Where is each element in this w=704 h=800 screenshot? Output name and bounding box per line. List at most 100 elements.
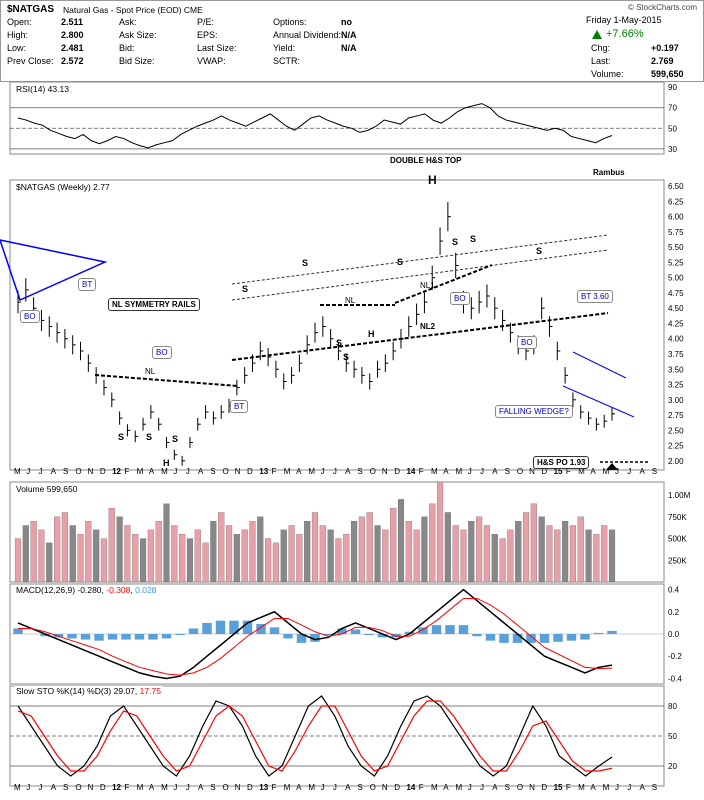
x-tick-label: 13 — [259, 467, 268, 476]
x-tick-label: 15 — [554, 783, 563, 792]
volume-bar — [601, 525, 608, 583]
macd-histogram-bar — [53, 634, 64, 638]
x-tick-label: D — [100, 467, 106, 476]
macd-histogram-bar — [553, 634, 563, 642]
y-tick-label: 500K — [668, 535, 687, 544]
y-tick-label: 2.25 — [668, 442, 684, 451]
y-tick-label: 3.25 — [668, 381, 684, 390]
x-tick-label: A — [639, 783, 645, 792]
hs-letter: S — [146, 432, 152, 442]
x-tick-label: D — [394, 467, 400, 476]
field-label: Bid Size: — [119, 56, 155, 66]
volume-bar — [296, 534, 303, 583]
x-tick-label: J — [173, 783, 177, 792]
annotation-bo-1: BO — [20, 310, 40, 323]
x-tick-label: M — [431, 783, 438, 792]
y-tick-label: 20 — [668, 762, 677, 771]
field-value: +0.197 — [651, 43, 679, 53]
x-tick-label: J — [627, 783, 631, 792]
y-tick-label: 6.00 — [668, 213, 684, 222]
annotation-nl-mid: NL — [345, 296, 356, 305]
volume-bar — [554, 529, 561, 583]
annotation-falling-wedge: FALLING WEDGE? — [495, 405, 573, 418]
wedge-upper — [572, 351, 627, 379]
x-tick-label: S — [505, 467, 510, 476]
volume-bar — [163, 503, 170, 583]
y-tick-label: 2.50 — [668, 426, 684, 435]
x-tick-label: S — [505, 783, 510, 792]
macd-histogram-bar — [566, 634, 577, 641]
rsi-line — [17, 103, 613, 149]
volume-bar — [280, 529, 287, 583]
volume-bar — [476, 516, 483, 583]
macd-histogram-bar — [337, 628, 347, 634]
macd-histogram-bar — [485, 634, 496, 641]
field-label: Low: — [7, 43, 27, 53]
x-tick-label: D — [394, 783, 400, 792]
field-value: 2.572 — [61, 56, 84, 66]
macd-histogram-bar — [202, 622, 212, 634]
volume-bar — [499, 538, 506, 583]
volume-bar — [147, 529, 154, 583]
y-tick-label: 250K — [668, 556, 687, 565]
x-tick-label: O — [370, 467, 376, 476]
volume-bar — [311, 512, 319, 583]
x-tick-label: F — [272, 783, 277, 792]
x-tick-label: A — [51, 467, 57, 476]
field-label: P/E: — [197, 17, 215, 27]
macd-histogram-bar — [175, 634, 185, 636]
x-tick-label: F — [124, 783, 129, 792]
target-arrow-icon — [606, 463, 618, 470]
volume-bar — [233, 534, 240, 583]
y-tick-label: 3.75 — [668, 350, 684, 359]
x-tick-label: J — [468, 467, 472, 476]
y-tick-label: 750K — [668, 513, 687, 522]
field-value: N/A — [341, 43, 357, 53]
x-tick-label: M — [161, 783, 168, 792]
hs-letter: S — [470, 234, 476, 244]
y-tick-label: 2.00 — [668, 457, 684, 466]
volume-bar — [413, 529, 420, 583]
volume-bar — [452, 525, 459, 583]
x-tick-label: J — [615, 467, 619, 476]
volume-bar — [249, 520, 256, 583]
hs-letter: S — [343, 352, 349, 362]
volume-bar — [225, 525, 233, 583]
x-tick-label: M — [14, 783, 21, 792]
field-value: no — [341, 17, 352, 27]
annotation-bt-360: BT 3.60 — [577, 290, 613, 303]
y-tick-label: 5.00 — [668, 274, 684, 283]
x-tick-label: J — [468, 783, 472, 792]
volume-bar — [210, 520, 217, 583]
x-tick-label: M — [431, 467, 438, 476]
x-tick-label: D — [247, 783, 253, 792]
y-tick-label: 30 — [668, 145, 677, 154]
x-tick-label: F — [419, 467, 424, 476]
x-tick-label: A — [492, 783, 498, 792]
annotation-author: Rambus — [593, 168, 625, 177]
macd-line — [17, 588, 613, 680]
macd-histogram-bar — [148, 634, 158, 640]
volume-bar — [390, 507, 397, 583]
macd-histogram-bar — [323, 634, 334, 636]
sto-d-line — [17, 700, 613, 772]
y-tick-label: 3.00 — [668, 396, 684, 405]
x-tick-label: N — [382, 783, 388, 792]
x-tick-label: A — [345, 467, 351, 476]
x-tick-label: S — [63, 783, 68, 792]
y-tick-label: -0.2 — [668, 652, 682, 661]
macd-histogram-bar — [458, 625, 469, 634]
field-label: Annual Dividend: — [273, 30, 342, 40]
x-tick-label: A — [198, 467, 204, 476]
y-tick-label: -0.4 — [668, 674, 682, 683]
volume-bar — [116, 516, 123, 583]
sto-title: Slow STO %K(14) %D(3) 29.07, 17.75 — [14, 686, 163, 696]
macd-histogram-bar — [67, 634, 77, 639]
volume-bar — [522, 512, 530, 583]
x-tick-label: J — [173, 467, 177, 476]
macd-histogram-bar — [539, 634, 550, 643]
x-tick-label: M — [284, 783, 291, 792]
volume-bar — [483, 525, 491, 583]
x-tick-label: J — [321, 467, 325, 476]
hs-letter: S — [242, 284, 248, 294]
